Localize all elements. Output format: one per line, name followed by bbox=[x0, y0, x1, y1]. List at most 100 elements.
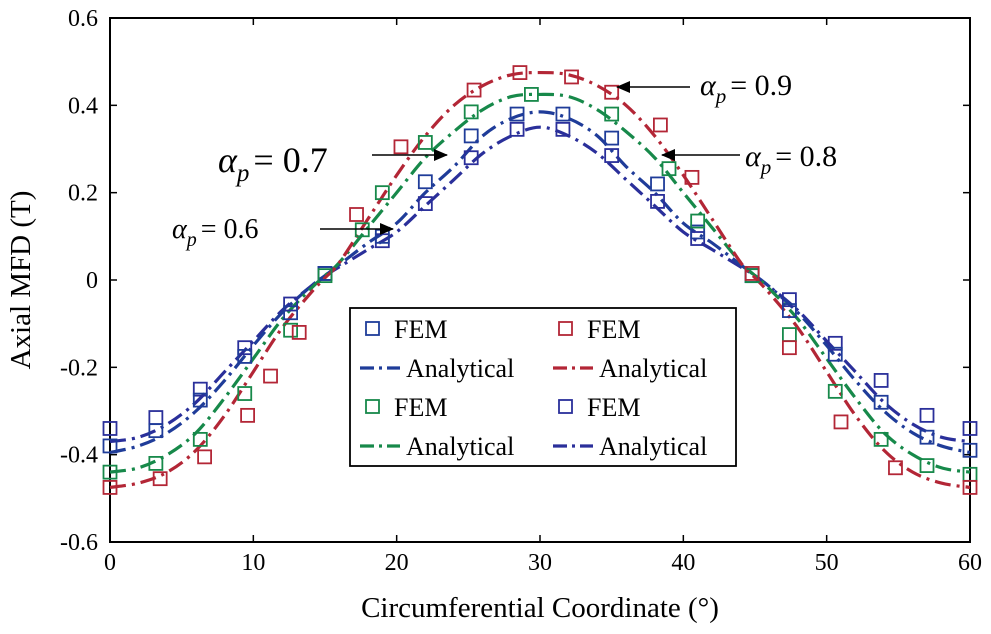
y-axis-label: Axial MFD (T) bbox=[5, 191, 37, 370]
fem-marker-series-1 bbox=[509, 106, 525, 122]
fem-marker-series-3 bbox=[962, 480, 978, 495]
legend-marker bbox=[365, 399, 380, 414]
fem-marker-series-2 bbox=[237, 386, 253, 401]
fem-marker-series-2 bbox=[317, 268, 333, 284]
fem-marker-series-1 bbox=[962, 442, 978, 458]
annotation-label-08: αp = 0.8 bbox=[745, 140, 837, 179]
x-tick-label: 50 bbox=[815, 550, 839, 576]
fem-marker-series-1 bbox=[827, 346, 843, 362]
analytical-line-series-3 bbox=[109, 70, 971, 490]
y-tick-label: -0.2 bbox=[60, 355, 98, 381]
fem-marker-series-2 bbox=[604, 106, 620, 122]
fem-marker-series-0 bbox=[237, 340, 253, 356]
x-tick-label: 10 bbox=[241, 550, 265, 576]
fem-marker-series-2 bbox=[463, 104, 479, 120]
y-tick-label: 0.4 bbox=[68, 93, 98, 119]
fem-marker-series-3 bbox=[102, 480, 118, 495]
series-lines bbox=[109, 70, 971, 490]
fem-marker-series-2 bbox=[102, 464, 118, 480]
y-tick-label: -0.6 bbox=[60, 530, 98, 556]
legend-label: Analytical bbox=[599, 432, 707, 461]
fem-marker-series-3 bbox=[263, 368, 278, 384]
fem-marker-series-1 bbox=[417, 174, 433, 190]
annotation-label-09: αp = 0.9 bbox=[700, 69, 792, 108]
fem-marker-series-3 bbox=[197, 449, 213, 465]
fem-marker-series-3 bbox=[833, 414, 849, 430]
fem-marker-series-0 bbox=[417, 196, 433, 211]
fem-marker-series-3 bbox=[512, 65, 528, 80]
y-tick-label: 0 bbox=[86, 268, 98, 294]
fem-marker-series-2 bbox=[524, 87, 539, 102]
legend-entries: FEM Analytical FEM Analytical FEM Analytical F… bbox=[360, 315, 707, 461]
fem-marker-series-3 bbox=[291, 324, 307, 340]
fem-marker-series-1 bbox=[690, 224, 706, 240]
legend-label: FEM bbox=[394, 315, 447, 344]
fem-marker-series-2 bbox=[374, 185, 390, 201]
x-tick-label: 0 bbox=[104, 550, 116, 576]
fem-marker-series-2 bbox=[192, 431, 208, 447]
fem-marker-series-0 bbox=[873, 373, 889, 388]
fem-marker-series-3 bbox=[653, 117, 668, 133]
fem-marker-series-0 bbox=[102, 421, 118, 436]
fem-marker-series-3 bbox=[240, 407, 256, 423]
fem-marker-series-2 bbox=[148, 455, 164, 471]
fem-marker-series-3 bbox=[888, 460, 903, 476]
fem-marker-series-3 bbox=[782, 340, 797, 356]
fem-marker-series-2 bbox=[873, 431, 889, 447]
legend-marker bbox=[558, 399, 573, 414]
fem-marker-series-3 bbox=[152, 471, 168, 487]
series-markers bbox=[102, 65, 978, 495]
y-tick-label: -0.4 bbox=[60, 443, 98, 469]
fem-marker-series-0 bbox=[283, 296, 299, 312]
fem-marker-series-0 bbox=[827, 335, 843, 351]
fem-marker-series-0 bbox=[192, 381, 208, 397]
fem-marker-series-2 bbox=[827, 383, 843, 399]
fem-marker-series-2 bbox=[354, 222, 370, 238]
legend-label: Analytical bbox=[599, 354, 707, 383]
fem-marker-series-2 bbox=[782, 327, 797, 342]
fem-marker-series-0 bbox=[555, 121, 571, 137]
fem-marker-series-1 bbox=[782, 303, 797, 318]
fem-marker-series-0 bbox=[509, 121, 525, 137]
analytical-line-series-0 bbox=[109, 125, 971, 444]
legend-label: FEM bbox=[587, 393, 640, 422]
legend-label: Analytical bbox=[406, 432, 514, 461]
fem-marker-series-1 bbox=[463, 128, 479, 144]
fem-marker-series-1 bbox=[919, 429, 935, 445]
legend-marker bbox=[558, 321, 573, 336]
plot-area: 0 10 20 30 40 50 60 0.6 0.4 0.2 0 -0.2 -0.4 -0.6 bbox=[60, 6, 982, 576]
fem-marker-series-2 bbox=[690, 213, 706, 229]
fem-marker-series-2 bbox=[661, 161, 677, 177]
y-tick-label: 0.2 bbox=[68, 181, 98, 207]
fem-marker-series-2 bbox=[919, 458, 935, 473]
x-tick-label: 60 bbox=[958, 550, 982, 576]
fem-marker-series-0 bbox=[463, 150, 479, 166]
fem-marker-series-3 bbox=[466, 82, 482, 98]
legend: FEM Analytical FEM Analytical FEM Analytical F… bbox=[349, 307, 737, 467]
fem-marker-series-0 bbox=[604, 148, 620, 163]
fem-marker-series-2 bbox=[417, 135, 433, 150]
y-tick-label: 0.6 bbox=[68, 6, 98, 32]
legend-marker bbox=[365, 321, 380, 336]
fem-marker-series-1 bbox=[873, 394, 889, 410]
fem-marker-series-3 bbox=[744, 266, 760, 281]
fem-marker-series-1 bbox=[283, 305, 299, 321]
fem-marker-series-0 bbox=[782, 292, 797, 308]
legend-label: Analytical bbox=[406, 354, 514, 383]
fem-marker-series-3 bbox=[393, 139, 409, 155]
fem-marker-series-1 bbox=[148, 423, 164, 439]
fem-marker-series-3 bbox=[684, 169, 700, 185]
legend-label: FEM bbox=[394, 393, 447, 422]
annotation-label-07: αp = 0.7 bbox=[218, 140, 328, 187]
fem-marker-series-1 bbox=[604, 130, 620, 146]
fem-marker-series-3 bbox=[349, 207, 364, 222]
fem-marker-series-1 bbox=[102, 438, 118, 454]
analytical-line-series-2 bbox=[109, 92, 971, 474]
annotation-label-06: αp = 0.6 bbox=[172, 214, 259, 251]
fem-marker-series-2 bbox=[283, 322, 299, 338]
fem-marker-series-3 bbox=[564, 69, 579, 85]
analytical-line-series-1 bbox=[109, 110, 971, 455]
axis-ticks: 0 10 20 30 40 50 60 0.6 0.4 0.2 0 -0.2 -0.4 -0.6 bbox=[60, 6, 982, 576]
x-axis-label: Circumferential Coordinate (°) bbox=[361, 592, 719, 624]
